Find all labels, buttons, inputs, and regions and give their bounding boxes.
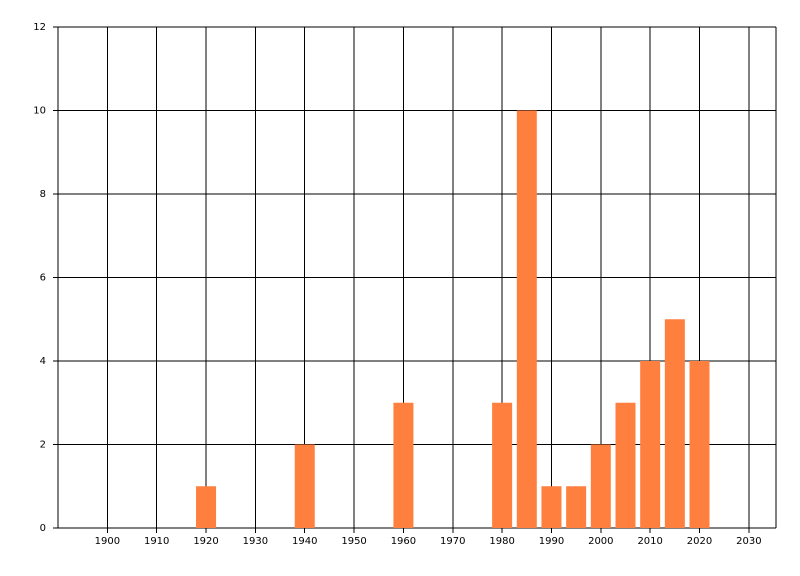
x-tick-label: 1980 — [489, 536, 514, 547]
x-tick-label: 2030 — [736, 536, 761, 547]
x-tick-label: 1970 — [440, 536, 465, 547]
bar — [615, 402, 636, 528]
bar — [492, 402, 513, 528]
y-tick-label: 2 — [40, 440, 46, 451]
bar — [393, 402, 414, 528]
bar — [566, 486, 587, 528]
x-tick-label: 1990 — [539, 536, 564, 547]
x-tick-label: 1950 — [341, 536, 366, 547]
bar — [196, 486, 217, 528]
y-tick-label: 8 — [40, 189, 46, 200]
x-tick-label: 1900 — [95, 536, 120, 547]
y-tick-label: 10 — [33, 106, 46, 117]
bar — [516, 110, 537, 528]
x-tick-label: 1910 — [144, 536, 169, 547]
bar — [640, 361, 661, 528]
x-tick-label: 1960 — [391, 536, 416, 547]
bar — [294, 444, 315, 528]
x-tick-label: 1940 — [292, 536, 317, 547]
x-tick-label: 2020 — [687, 536, 712, 547]
bar — [664, 319, 685, 528]
x-tick-label: 1920 — [193, 536, 218, 547]
y-tick-label: 6 — [40, 273, 46, 284]
x-tick-label: 2010 — [637, 536, 662, 547]
y-tick-label: 4 — [40, 356, 46, 367]
bar — [689, 361, 710, 528]
bar — [590, 444, 611, 528]
x-tick-label: 2000 — [588, 536, 613, 547]
y-tick-label: 0 — [40, 523, 46, 534]
y-tick-label: 12 — [33, 22, 46, 33]
x-tick-label: 1930 — [243, 536, 268, 547]
bar — [541, 486, 562, 528]
